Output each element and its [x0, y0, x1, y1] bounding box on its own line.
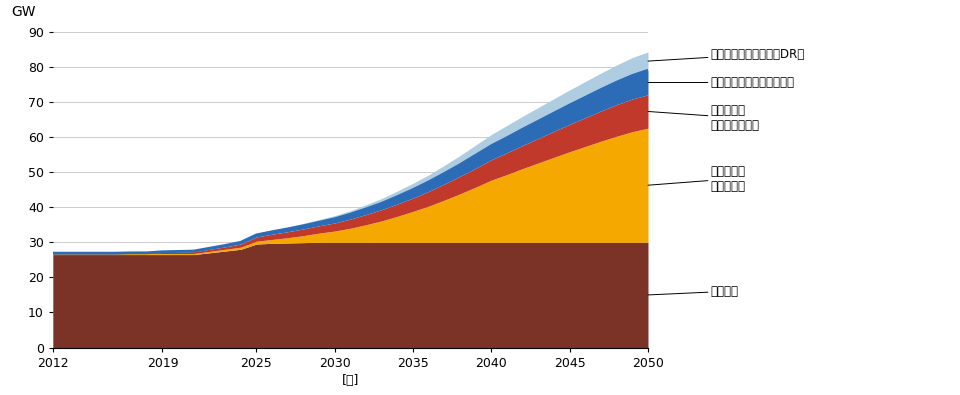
Text: 小型蓄電池
（家庭用）: 小型蓄電池 （家庭用）: [648, 165, 746, 193]
Text: デマンドレスポンス（DR）: デマンドレスポンス（DR）: [648, 48, 804, 61]
Text: ダイナミックプライシング: ダイナミックプライシング: [648, 76, 795, 89]
Text: 揚水発電: 揚水発電: [648, 285, 738, 298]
Text: 大型蓄電池
（発電所規模）: 大型蓄電池 （発電所規模）: [648, 103, 759, 132]
X-axis label: [年]: [年]: [342, 374, 359, 387]
Text: GW: GW: [12, 5, 36, 19]
